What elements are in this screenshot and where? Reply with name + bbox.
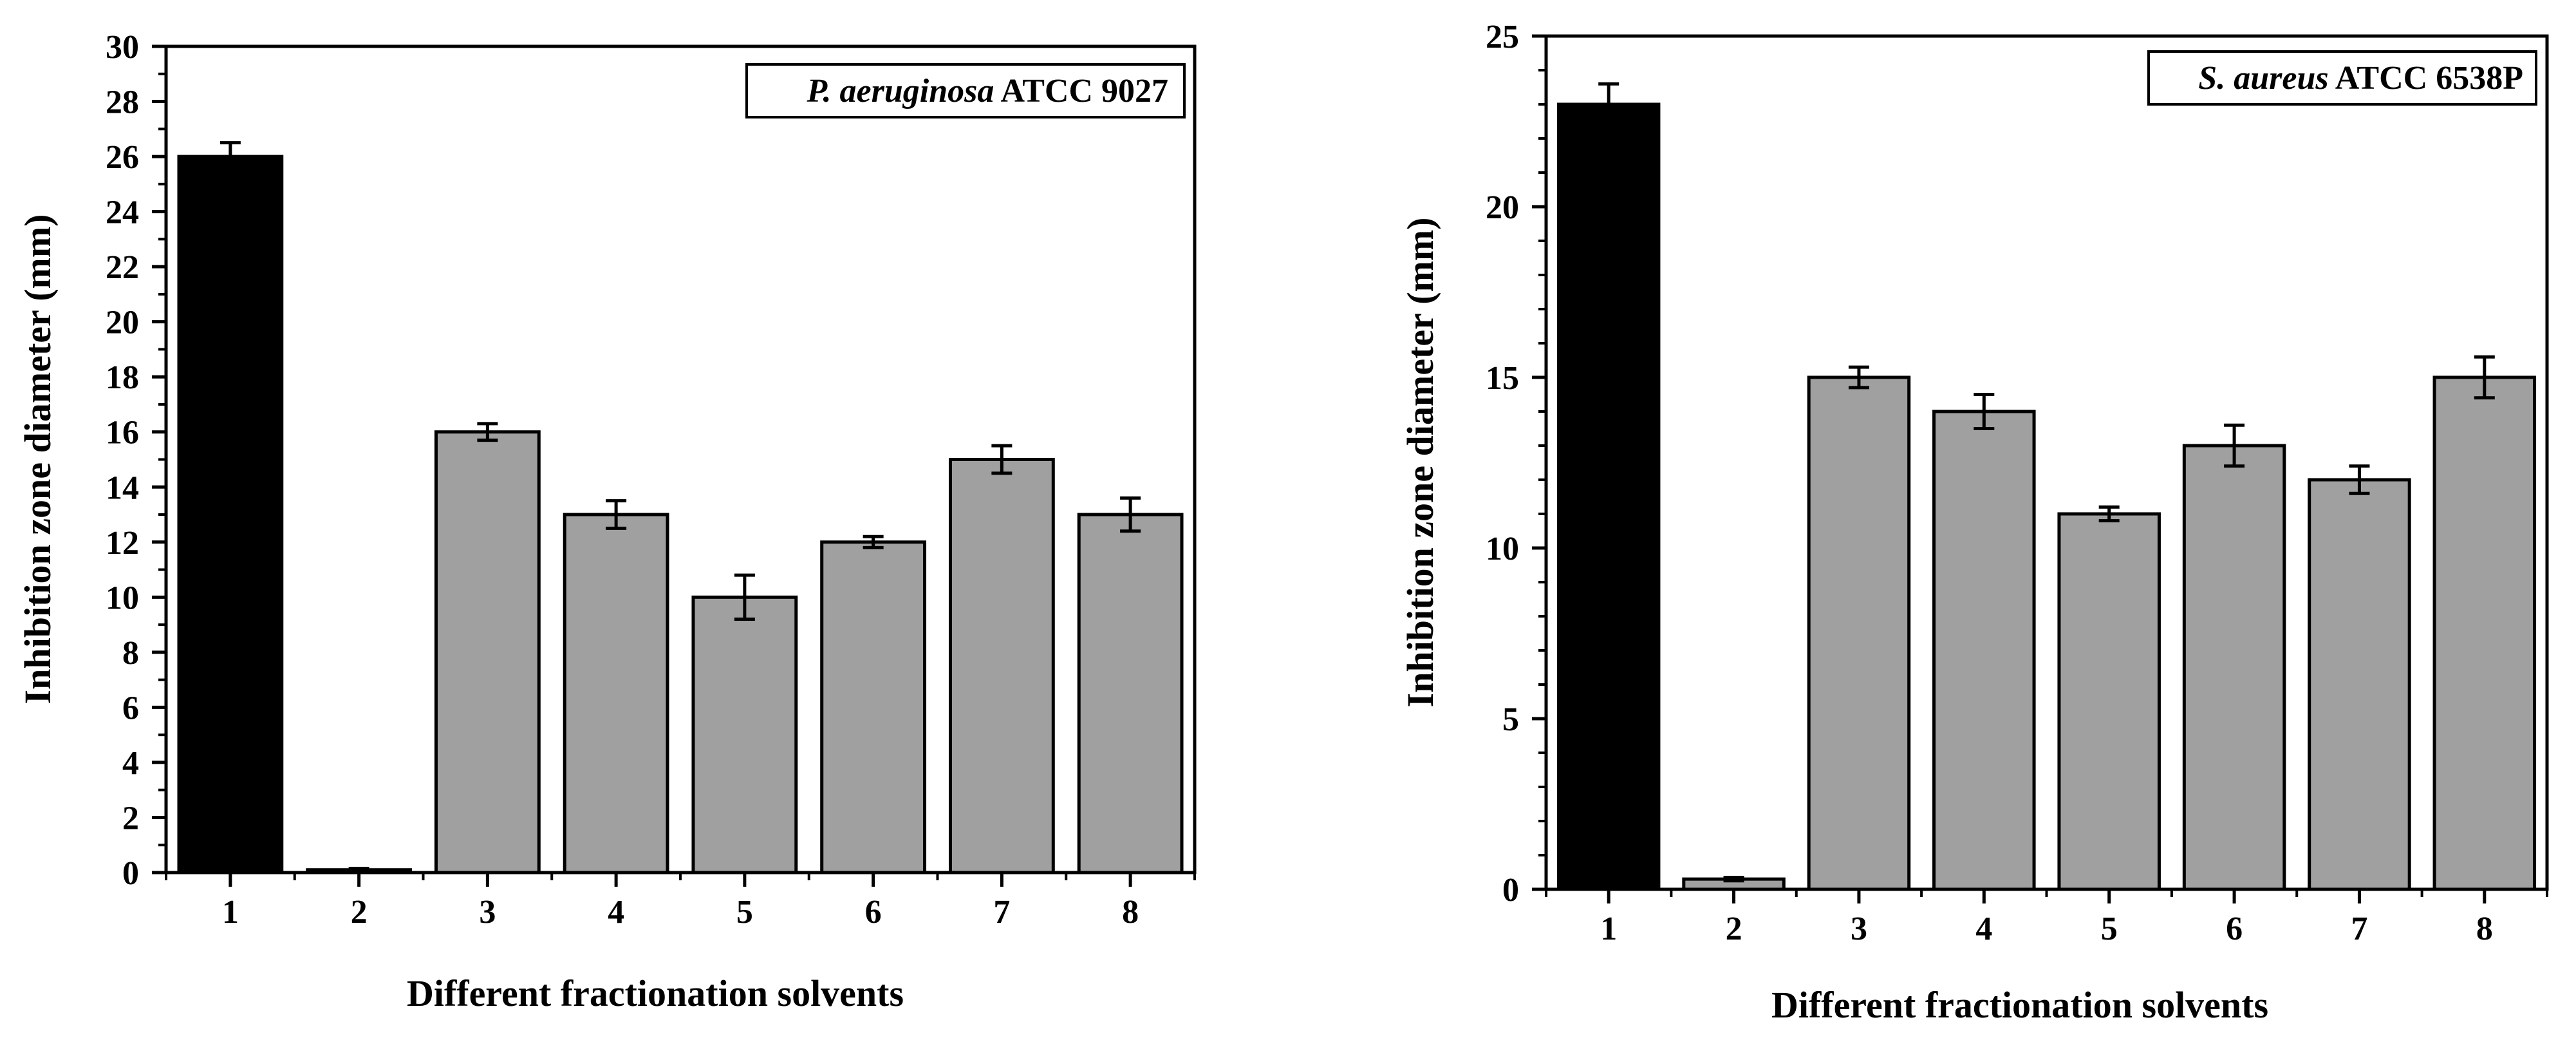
chart-title-right: S. aureus ATCC 6538P xyxy=(2198,60,2523,97)
y-tick-label-right-5: 5 xyxy=(1502,701,1519,738)
chart-title-left-italic: P. aeruginosa xyxy=(806,73,994,109)
y-axis-label-left: Inhibition zone diameter (mm) xyxy=(17,214,59,704)
x-ticks-left: 1 2 3 4 5 6 7 8 xyxy=(165,873,1196,931)
y-tick-label-right-20: 20 xyxy=(1486,189,1519,226)
x-axis-label-right: Different fractionation solvents xyxy=(1771,984,2268,1026)
y-tick-label-left-20: 20 xyxy=(106,305,139,341)
bar-right-5 xyxy=(2057,512,2161,891)
bars-left xyxy=(177,141,1184,875)
x-tick-label-right-8: 8 xyxy=(2476,911,2493,947)
bar-right-3 xyxy=(1807,375,1911,891)
bar-left-3 xyxy=(434,430,541,875)
x-tick-label-left-6: 6 xyxy=(865,894,882,931)
bar-right-7 xyxy=(2308,478,2411,891)
y-tick-label-left-14: 14 xyxy=(106,469,139,506)
bar-left-1 xyxy=(177,155,284,875)
chart-title-right-rest: ATCC 6538P xyxy=(2329,60,2523,97)
y-tick-label-right-25: 25 xyxy=(1486,19,1519,55)
legend-frame-right xyxy=(2147,50,2537,106)
y-tick-label-left-16: 16 xyxy=(106,415,139,451)
chart-title-right-italic: S. aureus xyxy=(2198,60,2328,97)
x-tick-label-left-4: 4 xyxy=(608,894,624,931)
x-tick-label-left-1: 1 xyxy=(222,894,239,931)
y-ticks-right: 0 5 10 15 20 25 xyxy=(1486,19,1546,909)
y-tick-label-left-8: 8 xyxy=(122,635,139,672)
x-axis-label-left: Different fractionation solvents xyxy=(407,972,904,1014)
bar-right-4 xyxy=(1932,410,2036,891)
legend-box-left: P. aeruginosa ATCC 9027 xyxy=(745,63,1186,118)
x-tick-label-right-3: 3 xyxy=(1851,911,1867,947)
legend-frame-left xyxy=(745,63,1186,118)
y-axis-label-right: Inhibition zone diameter (mm) xyxy=(1399,218,1441,708)
legend-box-right: S. aureus ATCC 6538P xyxy=(2147,50,2537,106)
x-tick-label-left-3: 3 xyxy=(479,894,496,931)
y-tick-label-right-10: 10 xyxy=(1486,531,1519,567)
chart-right: 0 5 10 15 20 25 1 2 3 4 5 6 7 8 S. aureus ATCC 6538P… xyxy=(1399,19,2549,1026)
bar-left-6 xyxy=(820,540,927,875)
y-tick-label-left-22: 22 xyxy=(106,249,139,286)
y-tick-label-left-10: 10 xyxy=(106,580,139,616)
x-tick-label-left-2: 2 xyxy=(351,894,368,931)
y-tick-label-right-15: 15 xyxy=(1486,360,1519,397)
bar-left-8 xyxy=(1077,513,1184,875)
y-tick-label-left-24: 24 xyxy=(106,194,139,231)
y-tick-label-left-18: 18 xyxy=(106,359,139,396)
y-tick-label-left-26: 26 xyxy=(106,139,139,176)
bars-right xyxy=(1556,82,2537,891)
bar-left-5 xyxy=(691,595,798,875)
x-tick-label-right-4: 4 xyxy=(1975,911,1992,947)
bar-right-8 xyxy=(2432,375,2537,891)
y-tick-label-left-12: 12 xyxy=(106,525,139,562)
x-tick-label-left-8: 8 xyxy=(1122,894,1139,931)
x-tick-label-left-5: 5 xyxy=(736,894,753,931)
x-tick-label-left-7: 7 xyxy=(993,894,1010,931)
x-ticks-right: 1 2 3 4 5 6 7 8 xyxy=(1545,889,2548,947)
y-tick-label-left-0: 0 xyxy=(122,855,139,892)
y-tick-label-left-6: 6 xyxy=(122,690,139,726)
x-tick-label-right-6: 6 xyxy=(2226,911,2243,947)
y-tick-label-left-28: 28 xyxy=(106,84,139,121)
y-tick-label-right-0: 0 xyxy=(1502,872,1519,909)
bar-left-4 xyxy=(563,513,669,875)
chart-title-left-rest: ATCC 9027 xyxy=(994,73,1168,109)
y-tick-label-left-4: 4 xyxy=(122,745,139,782)
bar-right-1 xyxy=(1556,102,1661,891)
bar-right-6 xyxy=(2182,444,2286,891)
y-tick-label-left-2: 2 xyxy=(122,800,139,837)
x-tick-label-right-7: 7 xyxy=(2351,911,2367,947)
chart-title-left: P. aeruginosa ATCC 9027 xyxy=(806,73,1168,109)
x-tick-label-right-2: 2 xyxy=(1726,911,1742,947)
x-tick-label-right-5: 5 xyxy=(2101,911,2118,947)
y-tick-label-left-30: 30 xyxy=(106,29,139,66)
bar-left-7 xyxy=(948,458,1055,875)
x-tick-label-right-1: 1 xyxy=(1600,911,1617,947)
